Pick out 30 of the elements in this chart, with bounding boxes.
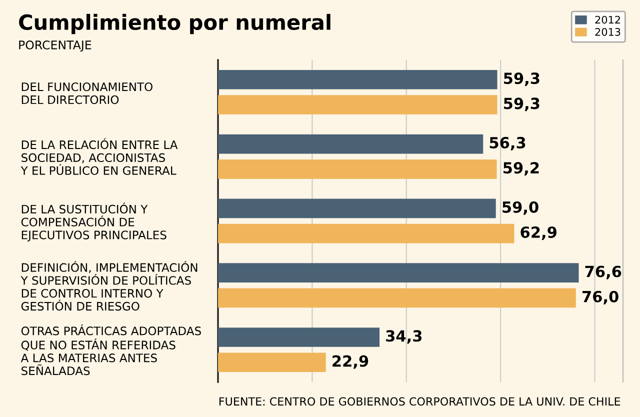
data-label: 62,9 xyxy=(520,226,556,240)
bar xyxy=(218,198,496,218)
data-label: 76,6 xyxy=(585,266,622,280)
bar xyxy=(218,134,484,154)
data-label: 59,3 xyxy=(504,72,540,86)
data-label: 59,0 xyxy=(502,201,538,215)
legend-label: 2013 xyxy=(595,28,620,36)
text: PORCENTAJE xyxy=(19,40,92,52)
bar xyxy=(218,160,497,179)
data-label: 76,0 xyxy=(582,290,618,304)
bar xyxy=(218,352,326,372)
bar xyxy=(218,95,498,114)
chart-title: Cumplimiento por numeral xyxy=(19,14,330,34)
y-tick-label: DE LA RELACIÓN ENTRE LA SOCIEDAD, ACCIONISTAS Y EL PÚBLICO EN GENERAL xyxy=(20,138,178,175)
bar xyxy=(218,70,498,90)
data-label: 56,3 xyxy=(490,136,526,150)
bar xyxy=(218,224,514,244)
data-label: 34,3 xyxy=(386,330,422,344)
y-tick-label: DEFINICIÓN, IMPLEMENTACIÓN Y SUPERVISIÓN DE POLÍTICAS DE CONTROL INTERNO Y GESTIÓN DE RIESGO xyxy=(20,261,198,311)
y-tick-label: DE LA SUSTITUCIÓN Y COMPENSACIÓN DE EJECUTIVOS PRINCIPALES xyxy=(21,202,166,242)
legend-label: 2012 xyxy=(595,16,620,24)
data-label: 59,2 xyxy=(504,162,539,176)
bar xyxy=(218,328,380,347)
bar xyxy=(218,288,576,308)
data-label: 59,3 xyxy=(504,98,540,112)
y-tick-label: OTRAS PRÁCTICAS ADOPTADAS QUE NO ESTÁN REFERIDAS A LAS MATERIAS ANTES SEÑALADAS xyxy=(20,324,201,376)
bar xyxy=(218,263,579,282)
y-tick-label: DEL FUNCIONAMIENTO DEL DIRECTORIO xyxy=(22,82,152,104)
source-note: FUENTE: CENTRO DE GOBIERNOS CORPORATIVOS DE LA UNIV. DE CHILE xyxy=(219,397,620,406)
data-label: 22,9 xyxy=(332,355,368,369)
